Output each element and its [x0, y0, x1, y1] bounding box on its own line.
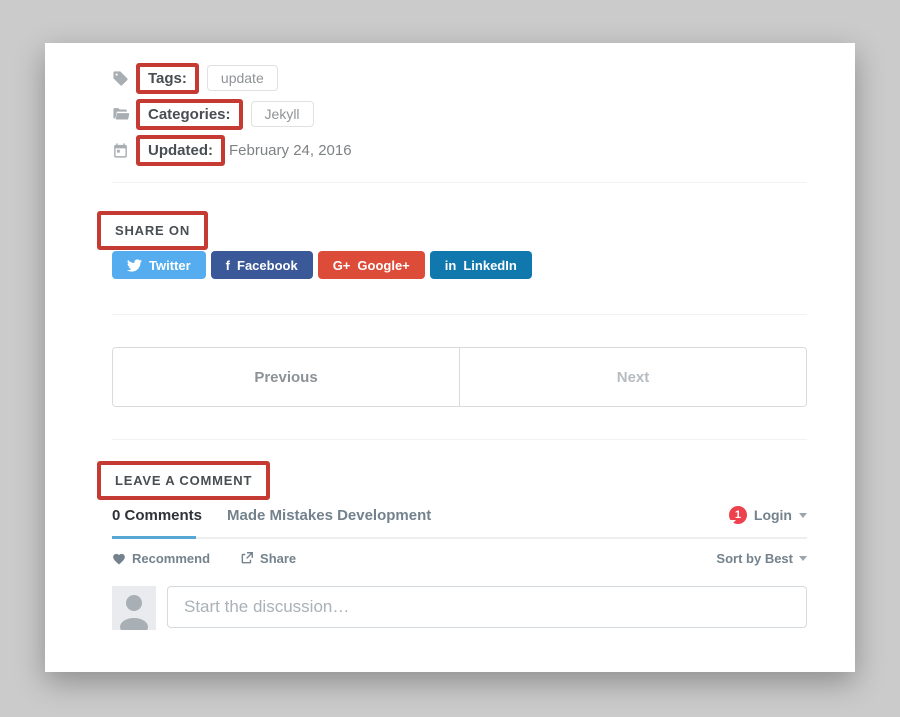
share-facebook-button[interactable]: f Facebook [210, 251, 313, 279]
folder-icon [112, 106, 129, 123]
chevron-down-icon [799, 555, 807, 561]
share-googleplus-label: Google+ [357, 257, 410, 273]
linkedin-icon: in [444, 257, 457, 273]
tab-underline [112, 536, 807, 539]
annotation-box-share-on: SHARE ON [97, 211, 209, 250]
divider [112, 314, 807, 315]
annotation-box-updated: Updated: [136, 134, 225, 166]
avatar [112, 586, 156, 630]
calendar-icon [112, 142, 129, 159]
twitter-icon [127, 258, 142, 272]
community-tab[interactable]: Made Mistakes Development [227, 506, 432, 524]
disqus-toolbar: Recommend Share Sort by Best [112, 549, 807, 567]
categories-row: Categories: Jekyll [112, 98, 807, 130]
post-footer-content: Tags: update Categories: Jekyll Updated:… [45, 43, 855, 630]
login-label: Login [753, 507, 792, 523]
share-twitter-label: Twitter [149, 257, 191, 273]
share-on-heading: SHARE ON [115, 223, 191, 238]
comment-input[interactable] [167, 586, 807, 628]
tag-icon [112, 70, 129, 87]
login-control[interactable]: 1 Login [728, 506, 807, 526]
tag-chip-update[interactable]: update [206, 65, 278, 91]
disqus-share-button[interactable]: Share [240, 551, 296, 566]
leave-a-comment-heading: LEAVE A COMMENT [115, 473, 253, 488]
share-linkedin-button[interactable]: in LinkedIn [429, 251, 532, 279]
disqus-header: 0 Comments Made Mistakes Development 1 L… [112, 503, 807, 527]
googleplus-icon: G+ [332, 257, 351, 273]
post-pagination: Previous Next [112, 347, 807, 407]
sort-label: Sort by Best [716, 550, 793, 566]
share-facebook-label: Facebook [237, 257, 298, 273]
divider [112, 439, 807, 440]
share-googleplus-button[interactable]: G+ Google+ [317, 251, 425, 279]
share-buttons-row: Twitter f Facebook G+ Google+ in LinkedI… [112, 251, 807, 279]
comment-heading-wrap: LEAVE A COMMENT [97, 461, 807, 500]
heart-icon [112, 552, 126, 565]
share-linkedin-label: LinkedIn [463, 257, 517, 273]
previous-post-button[interactable]: Previous [113, 348, 459, 406]
divider [112, 182, 807, 183]
updated-date: February 24, 2016 [229, 141, 352, 159]
category-chip-jekyll[interactable]: Jekyll [250, 101, 314, 127]
annotation-box-leave-a-comment: LEAVE A COMMENT [97, 461, 271, 500]
facebook-icon: f [225, 257, 230, 273]
post-footer-card: Tags: update Categories: Jekyll Updated:… [45, 43, 855, 672]
updated-row: Updated: February 24, 2016 [112, 134, 807, 166]
comment-composer [112, 586, 807, 630]
active-tab-indicator [112, 536, 196, 539]
comment-count-tab[interactable]: 0 Comments [112, 506, 203, 524]
share-icon [240, 551, 254, 565]
share-heading-wrap: SHARE ON [97, 211, 807, 250]
tab-underline-track [112, 537, 807, 539]
categories-label: Categories: [148, 105, 231, 123]
tags-label: Tags: [148, 69, 187, 87]
share-label: Share [260, 550, 297, 566]
recommend-button[interactable]: Recommend [112, 551, 210, 566]
notification-badge: 1 [728, 506, 747, 526]
tags-row: Tags: update [112, 62, 807, 94]
updated-label: Updated: [148, 141, 213, 159]
chevron-down-icon [799, 512, 807, 518]
annotation-box-tags: Tags: [136, 62, 199, 94]
next-post-button[interactable]: Next [459, 348, 806, 406]
recommend-label: Recommend [132, 550, 211, 566]
annotation-box-categories: Categories: [136, 98, 243, 130]
sort-by-best-control[interactable]: Sort by Best [716, 551, 807, 566]
share-twitter-button[interactable]: Twitter [112, 251, 206, 279]
